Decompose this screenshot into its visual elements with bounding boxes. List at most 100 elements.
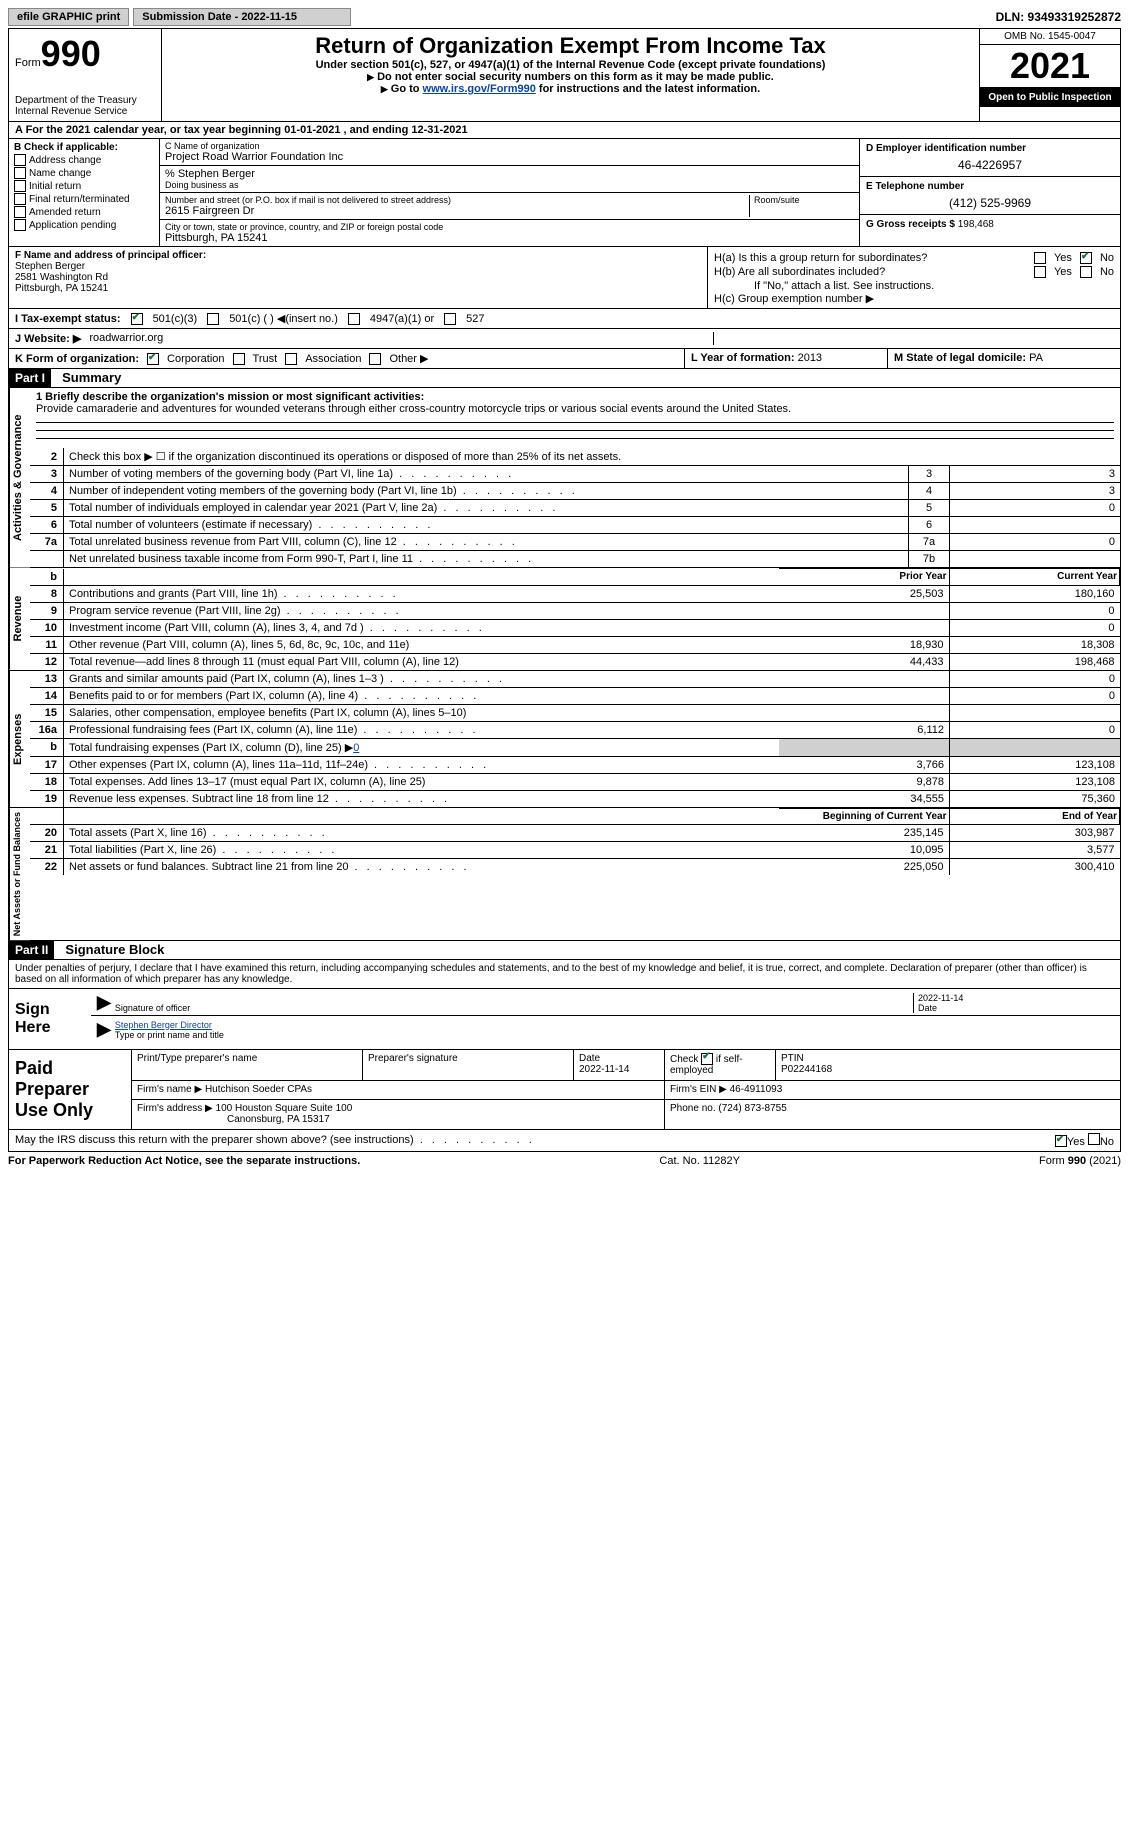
l15-prior	[779, 704, 950, 721]
dept-treasury: Department of the Treasury	[15, 95, 155, 106]
lbl-name: Name change	[29, 168, 91, 179]
prep-date: 2022-11-14	[579, 1064, 629, 1075]
part1-title: Summary	[54, 370, 121, 385]
chk-address[interactable]	[14, 154, 26, 166]
l11-cur: 18,308	[949, 636, 1120, 653]
side-rev: Revenue	[9, 568, 30, 670]
city-val: Pittsburgh, PA 15241	[165, 232, 854, 244]
part1-badge: Part I	[9, 369, 51, 387]
row-fh: F Name and address of principal officer:…	[8, 247, 1121, 309]
chk-corp[interactable]	[147, 353, 159, 365]
l1-label: 1 Briefly describe the organization's mi…	[36, 391, 1114, 403]
chk-other[interactable]	[369, 353, 381, 365]
l14-prior	[779, 687, 950, 704]
chk-initial[interactable]	[14, 180, 26, 192]
lbl-501c3: 501(c)(3)	[153, 313, 198, 325]
officer-name: Stephen Berger Director	[115, 1020, 212, 1030]
chk-name[interactable]	[14, 167, 26, 179]
row-i: I Tax-exempt status: 501(c)(3) 501(c) ( …	[8, 309, 1121, 329]
chk-self-emp[interactable]	[701, 1053, 713, 1065]
l12-cur: 198,468	[949, 653, 1120, 670]
l2: Check this box ▶ ☐ if the organization d…	[64, 448, 1121, 466]
chk-4947[interactable]	[348, 313, 360, 325]
chk-amended[interactable]	[14, 206, 26, 218]
principal-officer: F Name and address of principal officer:…	[9, 247, 707, 308]
chk-501c[interactable]	[207, 313, 219, 325]
expenses-section: Expenses 13Grants and similar amounts pa…	[8, 671, 1121, 808]
efile-button[interactable]: efile GRAPHIC print	[8, 8, 129, 26]
prep-name-lbl: Print/Type preparer's name	[137, 1053, 257, 1064]
chk-527[interactable]	[444, 313, 456, 325]
irs-label: Internal Revenue Service	[15, 106, 155, 117]
firm-ein-lbl: Firm's EIN ▶	[670, 1084, 727, 1095]
l13-prior	[779, 671, 950, 688]
declaration: Under penalties of perjury, I declare th…	[9, 960, 1120, 988]
instr-goto: Go to www.irs.gov/Form990 for instructio…	[168, 83, 973, 95]
org-name-label: C Name of organization	[165, 141, 854, 151]
l19-cur: 75,360	[950, 790, 1121, 807]
f-label: F Name and address of principal officer:	[15, 250, 701, 261]
l17-prior: 3,766	[779, 756, 950, 773]
hb-no[interactable]	[1080, 266, 1092, 278]
l16a-cur: 0	[950, 721, 1121, 738]
care-of: % Stephen Berger	[165, 168, 854, 180]
sign-here-label: Sign Here	[9, 989, 91, 1049]
sig-date-val: 2022-11-14	[918, 993, 963, 1003]
l6-val	[950, 517, 1121, 534]
side-na: Net Assets or Fund Balances	[9, 808, 30, 940]
hb-note: If "No," attach a list. See instructions…	[714, 280, 1114, 292]
form-word: Form	[15, 57, 41, 69]
lbl-501c: 501(c) ( ) ◀(insert no.)	[229, 312, 338, 325]
ha-no[interactable]	[1080, 252, 1092, 264]
ein-val: 46-4226957	[866, 158, 1114, 172]
chk-trust[interactable]	[233, 353, 245, 365]
hc-label: H(c) Group exemption number ▶	[714, 292, 1114, 305]
chk-pending[interactable]	[14, 219, 26, 231]
col-d: D Employer identification number 46-4226…	[859, 139, 1120, 246]
dba-label: Doing business as	[165, 180, 854, 190]
submission-date: Submission Date - 2022-11-15	[133, 8, 351, 26]
l19-prior: 34,555	[779, 790, 950, 807]
l20-end: 303,987	[949, 824, 1120, 841]
chk-final[interactable]	[14, 193, 26, 205]
col-begin: Beginning of Current Year	[779, 808, 950, 824]
city-label: City or town, state or province, country…	[165, 222, 854, 232]
discuss-yes-lbl: Yes	[1067, 1136, 1085, 1148]
sig-officer-lbl: Signature of officer	[115, 1003, 190, 1013]
sig-arrow-icon: ▶	[93, 992, 115, 1013]
discuss-no-lbl: No	[1100, 1136, 1114, 1148]
l21-end: 3,577	[949, 841, 1120, 858]
row-k: K Form of organization: Corporation Trus…	[8, 349, 1121, 369]
lbl-final: Final return/terminated	[29, 194, 130, 205]
chk-assoc[interactable]	[285, 353, 297, 365]
discuss-no[interactable]	[1088, 1133, 1100, 1145]
chk-501c3[interactable]	[131, 313, 143, 325]
mission-text: Provide camaraderie and adventures for w…	[36, 403, 1114, 415]
discuss-yes[interactable]	[1055, 1135, 1067, 1147]
l7b-desc: Net unrelated business taxable income fr…	[64, 551, 909, 568]
form990-link[interactable]: www.irs.gov/Form990	[423, 83, 536, 95]
hb-yes[interactable]	[1034, 266, 1046, 278]
l-label: L Year of formation:	[691, 352, 795, 364]
l16b-prior	[779, 738, 950, 756]
l13-cur: 0	[950, 671, 1121, 688]
goto-post: for instructions and the latest informat…	[536, 83, 760, 95]
rev-table: bPrior YearCurrent Year 8Contributions a…	[30, 568, 1120, 670]
addr-label: Number and street (or P.O. box if mail i…	[165, 195, 745, 205]
discuss-row: May the IRS discuss this return with the…	[8, 1130, 1121, 1152]
l22-desc: Net assets or fund balances. Subtract li…	[64, 858, 779, 875]
lbl-initial: Initial return	[29, 181, 81, 192]
part2-badge: Part II	[9, 941, 54, 959]
ein-label: D Employer identification number	[866, 143, 1114, 154]
hb-yes-lbl: Yes	[1054, 266, 1072, 278]
l10-cur: 0	[949, 619, 1120, 636]
l16b-desc: Total fundraising expenses (Part IX, col…	[64, 738, 780, 756]
na-table: Beginning of Current YearEnd of Year 20T…	[30, 808, 1120, 875]
street-addr: 2615 Fairgreen Dr	[165, 205, 745, 217]
i-label: I Tax-exempt status:	[15, 313, 121, 325]
side-exp: Expenses	[9, 671, 30, 807]
ptin-val: P02244168	[781, 1064, 832, 1075]
lbl-4947: 4947(a)(1) or	[370, 313, 434, 325]
ha-yes[interactable]	[1034, 252, 1046, 264]
top-bar: efile GRAPHIC print Submission Date - 20…	[8, 8, 1121, 26]
